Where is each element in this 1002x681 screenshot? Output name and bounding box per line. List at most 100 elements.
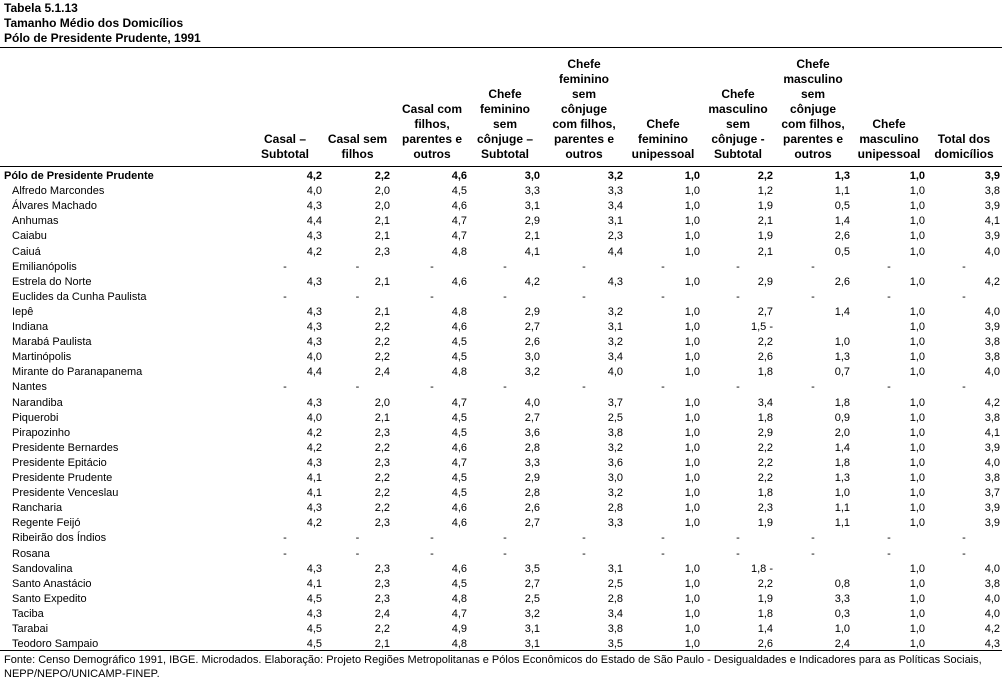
table-cell: 4,7: [451, 230, 467, 243]
table-cell: 2,0: [374, 396, 390, 409]
table-cell: 4,6: [451, 170, 467, 182]
table-cell: 1,0: [909, 562, 925, 575]
row-label: Álvares Machado: [12, 200, 97, 213]
table-cell: 2,2: [757, 336, 773, 349]
table-cell: 4,6: [451, 441, 467, 454]
table-cell: 1,0: [909, 275, 925, 288]
table-cell: -: [430, 290, 434, 303]
table-cell: 1,4: [757, 623, 773, 635]
table-row: Presidente Bernardes 4,2 2,2 4,6 2,8 3,2 1,0 2,…: [0, 441, 1002, 456]
table-cell: 0,9: [834, 411, 850, 424]
table-cell: 2,1: [757, 245, 773, 258]
table-cell: -: [430, 260, 434, 273]
table-cell: 1,0: [684, 351, 700, 364]
table-cell: 1,8: [834, 456, 850, 469]
table-cell: 3,5: [524, 562, 540, 575]
table-cell: 1,0: [684, 487, 700, 500]
table-cell: 1,0: [909, 200, 925, 213]
table-cell: 1,5 -: [750, 321, 773, 333]
table-cell: -: [811, 290, 815, 303]
table-cell: 4,5: [306, 623, 322, 635]
table-cell: 1,0: [684, 215, 700, 228]
table-row: Narandiba 4,3 2,0 4,7 4,0 3,7 1,0 3,4 1,8 1,0 4,2: [0, 396, 1002, 411]
table-cell: 3,1: [607, 562, 623, 575]
table-cell: 4,0: [984, 305, 1000, 318]
table-row: Indiana 4,3 2,2 4,6 2,7 3,1 1,0 1,5 - 1,0 3,9: [0, 320, 1002, 335]
table-cell: 3,9: [984, 321, 1000, 333]
row-label: Caiuá: [12, 245, 41, 258]
table-cell: 2,6: [524, 336, 540, 349]
table-cell: 4,5: [451, 351, 467, 364]
table-cell: 3,9: [984, 502, 1000, 515]
table-cell: 4,3: [306, 230, 322, 243]
table-cell: 4,2: [306, 170, 322, 182]
table-cell: 2,9: [524, 215, 540, 228]
row-label: Regente Feijó: [12, 517, 81, 530]
table-cell: -: [503, 532, 507, 545]
table-cell: 1,9: [757, 517, 773, 530]
table-cell: 4,3: [306, 562, 322, 575]
table-cell: 1,0: [909, 396, 925, 409]
table-cell: 2,4: [834, 638, 850, 651]
table-cell: 2,3: [607, 230, 623, 243]
table-cell: 1,0: [684, 185, 700, 198]
table-cell: 1,0: [684, 200, 700, 213]
table-cell: 1,4: [834, 305, 850, 318]
table-cell: 1,8: [757, 487, 773, 500]
table-cell: 3,7: [607, 396, 623, 409]
table-cell: -: [430, 532, 434, 545]
table-cell: 4,0: [524, 396, 540, 409]
table-cell: 4,2: [524, 275, 540, 288]
row-label: Euclides da Cunha Paulista: [12, 290, 147, 303]
table-cell: 2,2: [757, 577, 773, 590]
table-row: Pirapozinho 4,2 2,3 4,5 3,6 3,8 1,0 2,9 2,0 1,0 4,…: [0, 426, 1002, 441]
table-cell: 2,3: [374, 245, 390, 258]
table-cell: 2,4: [374, 366, 390, 379]
table-cell: 4,0: [306, 351, 322, 364]
table-cell: 1,8: [834, 396, 850, 409]
table-cell: -: [962, 381, 966, 394]
table-cell: 4,0: [984, 456, 1000, 469]
table-cell: 1,0: [909, 245, 925, 258]
table-cell: 0,5: [834, 245, 850, 258]
table-cell: 1,0: [909, 577, 925, 590]
table-row: Emilianópolis - - - - - - - - - -: [0, 260, 1002, 275]
column-header: Chefe feminino unipessoal: [631, 117, 695, 161]
table-cell: 1,0: [909, 185, 925, 198]
table-cell: 3,3: [834, 592, 850, 605]
table-cell: 3,9: [984, 170, 1000, 182]
table-cell: 2,2: [374, 336, 390, 349]
table-cell: 3,1: [524, 638, 540, 651]
row-label: Tarabai: [12, 623, 49, 635]
table-row-total: Pólo de Presidente Prudente 4,2 2,2 4,6 3,0 3…: [0, 169, 1002, 184]
table-cell: 4,1: [984, 215, 1000, 228]
row-label: Presidente Prudente: [12, 472, 113, 484]
table-cell: 3,5: [607, 638, 623, 651]
table-cell: 3,8: [984, 185, 1000, 198]
table-cell: 3,1: [524, 200, 540, 213]
table-cell: 2,0: [374, 200, 390, 213]
row-label: Rancharia: [12, 502, 63, 515]
table-cell: 4,5: [451, 336, 467, 349]
table-cell: 3,0: [524, 351, 540, 364]
table-cell: 1,0: [909, 170, 925, 182]
table-cell: 1,0: [684, 441, 700, 454]
table-cell: 0,7: [834, 366, 850, 379]
source-footnote: Fonte: Censo Demográfico 1991, IBGE. Mic…: [4, 654, 982, 680]
table-cell: 1,0: [909, 411, 925, 424]
column-header: Chefe masculino sem cônjuge - Subtotal: [708, 87, 768, 161]
table-cell: 4,3: [306, 275, 322, 288]
table-cell: -: [736, 381, 740, 394]
table-cell: 2,8: [607, 592, 623, 605]
table-cell: 2,1: [757, 215, 773, 228]
table-cell: 1,0: [909, 456, 925, 469]
table-cell: 2,9: [757, 426, 773, 439]
table-cell: -: [962, 290, 966, 303]
table-cell: 3,1: [607, 321, 623, 333]
table-cell: 2,6: [757, 638, 773, 651]
table-cell: 1,0: [909, 215, 925, 228]
table-cell: 2,8: [524, 487, 540, 500]
table-row: Ribeirão dos Índios - - - - - - - - - -: [0, 531, 1002, 546]
table-cell: 3,8: [607, 623, 623, 635]
table-cell: 4,2: [306, 441, 322, 454]
